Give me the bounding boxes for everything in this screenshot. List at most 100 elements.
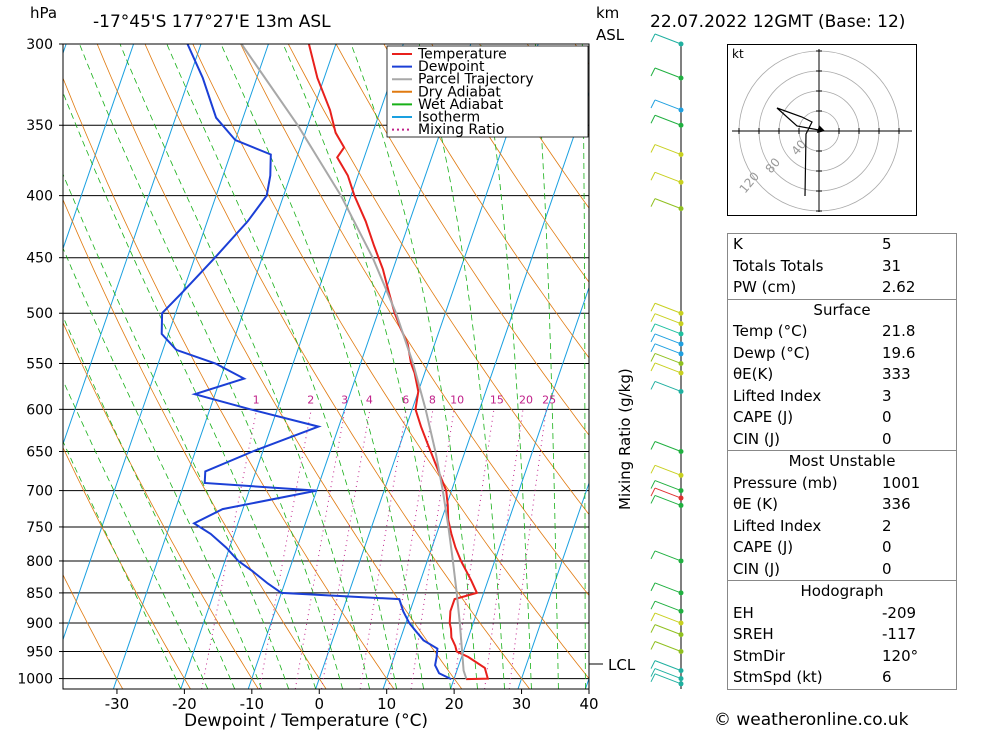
index-row: Lifted Index 2 [728, 516, 956, 538]
wind-barb [650, 353, 656, 362]
wind-barb [654, 323, 682, 335]
y-tick-label: 600 [26, 402, 53, 418]
wet-adiabat [612, 44, 623, 689]
y-tick-label: 300 [26, 37, 53, 53]
wind-barb [650, 99, 656, 109]
wind-barb [654, 464, 682, 476]
isotherm [247, 44, 472, 689]
wind-barb [654, 313, 682, 325]
wind-barb [650, 624, 656, 633]
wind-barb [650, 612, 656, 622]
index-value: 0 [882, 538, 892, 556]
wet-adiabat [418, 44, 505, 689]
y-tick-label: 400 [26, 189, 53, 205]
asl-label: ASL [596, 26, 625, 44]
wind-barb [654, 487, 682, 499]
wet-adiabat [166, 44, 397, 689]
index-label: Lifted Index [733, 516, 822, 535]
wind-barb [650, 343, 656, 353]
legend-label: Mixing Ratio [418, 122, 504, 138]
wind-barb [650, 550, 656, 560]
copyright[interactable]: © weatheronline.co.uk [714, 710, 909, 730]
legend-label: Dewpoint [418, 59, 485, 75]
index-label: PW (cm) [733, 278, 797, 296]
index-value: 2.62 [882, 278, 916, 296]
wind-barb [654, 67, 682, 79]
wind-barb [650, 441, 656, 450]
wind-barb [654, 660, 682, 672]
index-value: 0 [882, 429, 892, 448]
y-tick-label: 850 [26, 586, 53, 602]
isotherm [180, 44, 404, 689]
wind-barb [650, 323, 656, 333]
wind-barb [650, 303, 656, 312]
x-tick-label: 10 [377, 695, 396, 713]
wet-adiabat [63, 315, 236, 689]
wet-adiabat [63, 379, 209, 689]
index-value: 3 [882, 386, 892, 405]
dry-adiabat [96, 44, 463, 689]
mixing-ratio-label: 6 [402, 393, 409, 406]
wind-barb [650, 144, 656, 153]
index-value: -117 [882, 625, 917, 643]
wind-barb [650, 115, 656, 124]
index-row: CIN (J) 0 [728, 429, 956, 451]
index-row: Dewp (°C) 19.6 [728, 343, 956, 365]
lcl-label: LCL [608, 656, 636, 674]
most-unstable-header: Most Unstable [728, 450, 956, 473]
profile-dewpoint [160, 44, 452, 681]
isotherm [63, 44, 202, 446]
dry-adiabat [63, 573, 124, 689]
y-tick-label: 700 [26, 484, 53, 500]
hodograph-unit-label: kt [732, 47, 744, 61]
wind-barb [654, 582, 682, 594]
wind-barb [654, 494, 682, 506]
mixing-ratio-label: 25 [542, 393, 556, 406]
index-value: 2 [882, 516, 892, 535]
index-label: CIN (J) [733, 559, 781, 578]
mixing-ratio-line [259, 409, 312, 689]
wind-barb [654, 99, 682, 111]
index-row: StmSpd (kt) 6 [728, 667, 956, 689]
index-label: StmSpd (kt) [733, 668, 823, 686]
index-row: θE (K) 336 [728, 494, 956, 516]
dry-adiabat [383, 44, 589, 359]
index-label: EH [733, 603, 754, 622]
mixing-ratio-label: 3 [341, 393, 348, 406]
datetime-label: 22.07.2022 12GMT (Base: 12) [650, 12, 905, 32]
wind-barb [654, 144, 682, 156]
wind-barb [650, 313, 656, 322]
index-label: Pressure (mb) [733, 473, 838, 492]
wind-barb [650, 198, 656, 207]
index-value: 5 [882, 235, 892, 253]
index-label: θE (K) [733, 495, 778, 513]
dry-adiabat [287, 44, 589, 516]
index-row: SREH -117 [728, 624, 956, 646]
index-value: 120° [882, 646, 919, 665]
index-row: Pressure (mb) 1001 [728, 473, 956, 495]
plot-frame [62, 43, 590, 690]
index-label: Totals Totals [733, 256, 824, 275]
pressure-unit-label: hPa [30, 4, 57, 22]
legend-label: Wet Adiabat [418, 97, 504, 113]
wind-barb [650, 668, 656, 677]
legend-label: Temperature [417, 47, 507, 63]
wind-barb [650, 487, 656, 497]
wind-barb [650, 582, 656, 592]
index-value: 0 [882, 559, 892, 578]
wind-barb [650, 362, 656, 372]
x-tick-label: 40 [579, 695, 598, 713]
wind-barb [654, 362, 682, 374]
wind-barb [654, 33, 682, 45]
wind-barb [650, 172, 656, 181]
index-label: CIN (J) [733, 429, 781, 448]
x-tick-label: -10 [240, 695, 265, 713]
index-label: StmDir [733, 646, 785, 665]
index-value: 19.6 [882, 343, 916, 362]
y-tick-label: 550 [26, 356, 53, 372]
isotherm [517, 481, 589, 689]
wet-adiabat [63, 440, 182, 689]
wind-barb [654, 641, 682, 652]
wind-barb [654, 480, 682, 492]
